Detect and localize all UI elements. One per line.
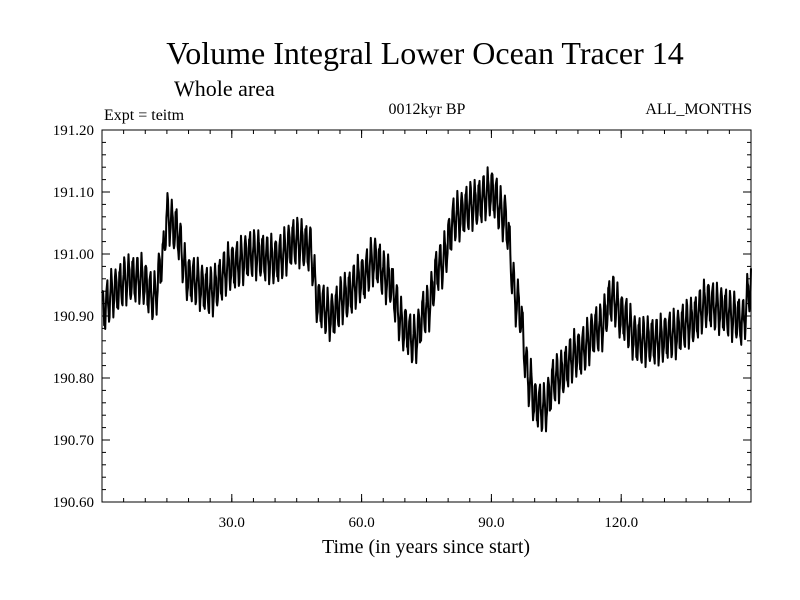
experiment-label: Expt = teitm [104, 107, 185, 124]
chart-subtitle: Whole area [174, 76, 275, 101]
y-tick-label: 191.10 [53, 185, 94, 201]
x-axis: 30.0 60.0 90.0 120.0 [123, 130, 730, 531]
y-tick-label: 191.00 [53, 247, 94, 263]
y-tick-label: 190.60 [53, 495, 94, 511]
months-label: ALL_MONTHS [645, 101, 752, 118]
x-tick-label: 90.0 [478, 515, 504, 531]
x-tick-label: 120.0 [604, 515, 638, 531]
y-tick-label: 191.20 [53, 123, 94, 139]
x-tick-label: 60.0 [348, 515, 374, 531]
y-tick-label: 190.90 [53, 309, 94, 325]
y-tick-label: 190.80 [53, 371, 94, 387]
y-tick-label: 190.70 [53, 433, 94, 449]
x-tick-label: 30.0 [219, 515, 245, 531]
x-axis-label: Time (in years since start) [322, 536, 530, 558]
tracer-series-line [101, 166, 752, 433]
chart-title: Volume Integral Lower Ocean Tracer 14 [166, 35, 683, 71]
period-label: 0012kyr BP [389, 101, 466, 118]
